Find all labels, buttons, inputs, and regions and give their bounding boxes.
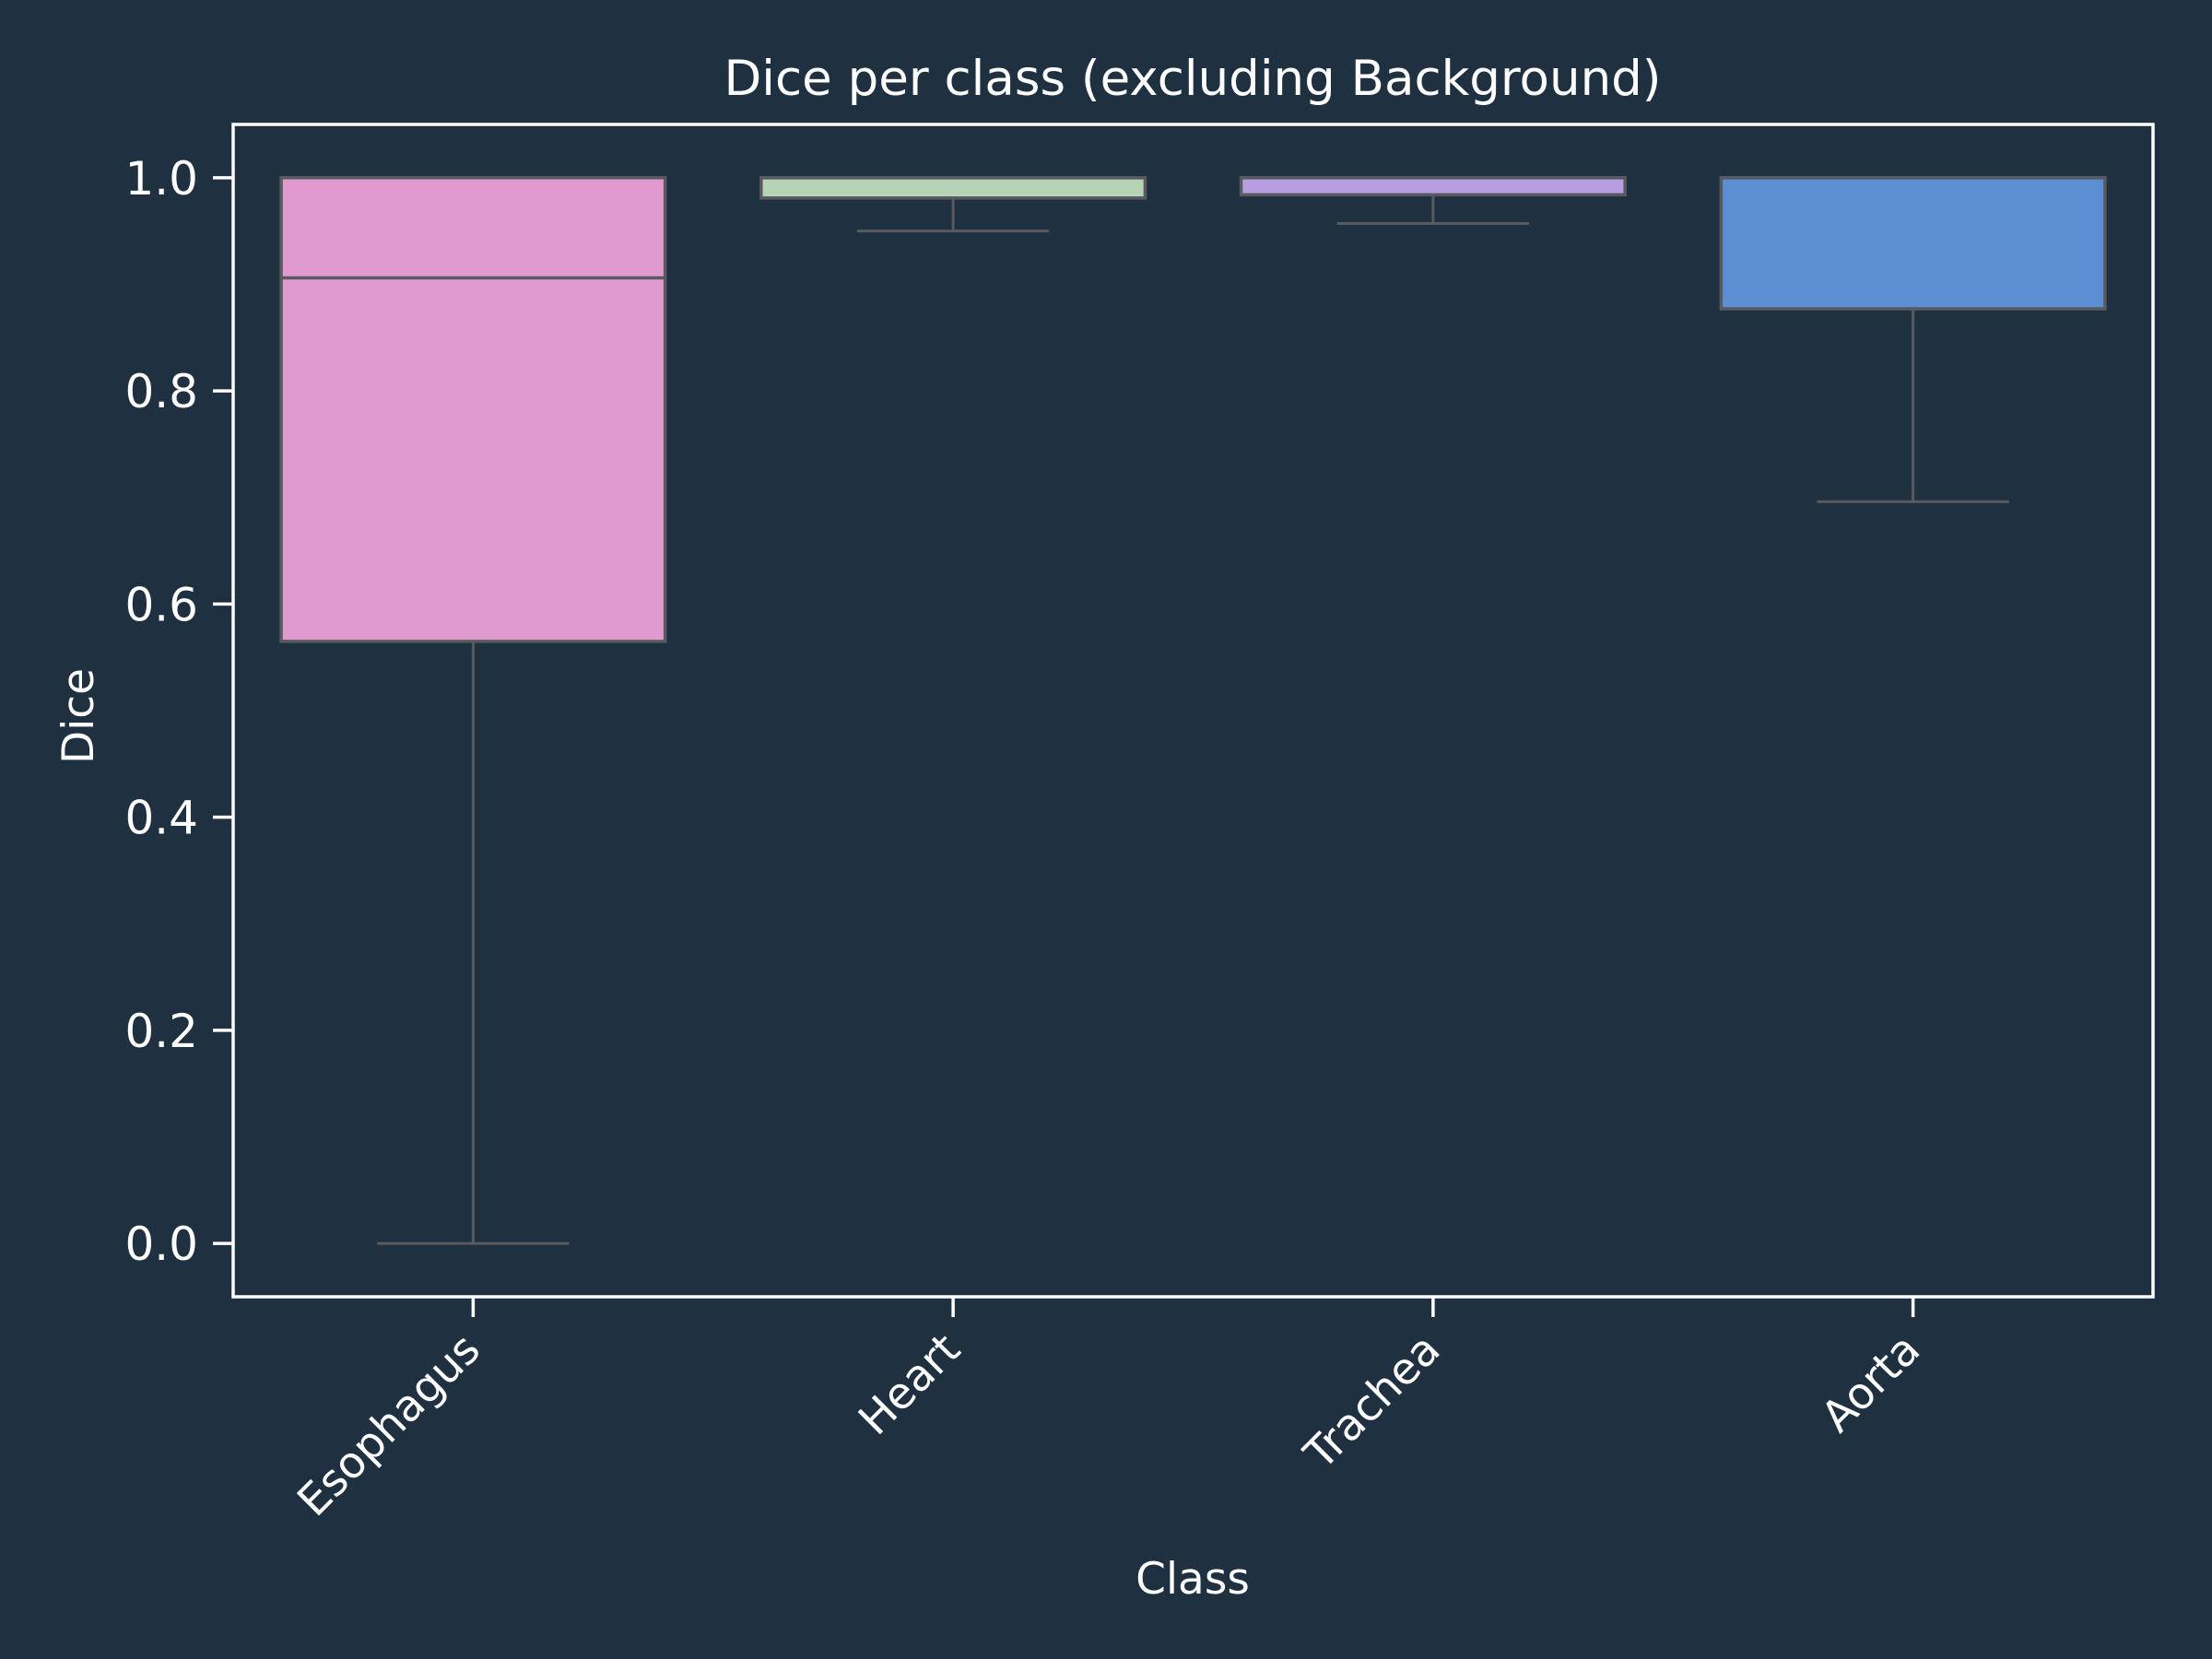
box-body-trachea: [1239, 176, 1627, 197]
box-body-esophagus: [279, 176, 667, 643]
y-axis-label: Dice: [53, 668, 104, 764]
box-body-heart: [759, 176, 1147, 200]
y-tick-label-1: 0.2: [124, 1005, 198, 1058]
y-tick-label-4: 0.8: [124, 365, 198, 418]
box-aorta: [1719, 176, 2107, 503]
x-axis-label: Class: [1135, 1554, 1250, 1605]
box-esophagus: [279, 176, 667, 1245]
box-trachea: [1239, 176, 1627, 226]
y-tick-label-3: 0.6: [124, 578, 198, 631]
boxes-layer: [279, 176, 2107, 1245]
box-body-aorta: [1719, 176, 2107, 311]
chart-title: Dice per class (excluding Background): [724, 51, 1662, 107]
plot-frame: [231, 123, 2155, 1299]
box-heart: [759, 176, 1147, 233]
y-tick-label-5: 1.0: [124, 152, 198, 206]
y-tick-label-0: 0.0: [124, 1218, 198, 1271]
y-ticks-layer: 0.0 0.2 0.4 0.6 0.8 1.0: [124, 152, 233, 1271]
y-tick-label-2: 0.4: [124, 792, 198, 845]
